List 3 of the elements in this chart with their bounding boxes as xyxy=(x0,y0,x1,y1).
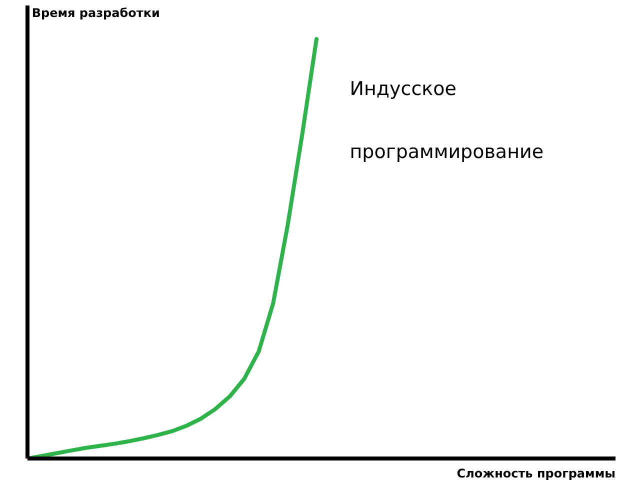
x-axis-title: Сложность программы xyxy=(456,466,616,480)
text: Индусское программирование xyxy=(350,78,544,163)
y-axis-title: Время разработки xyxy=(32,6,160,20)
